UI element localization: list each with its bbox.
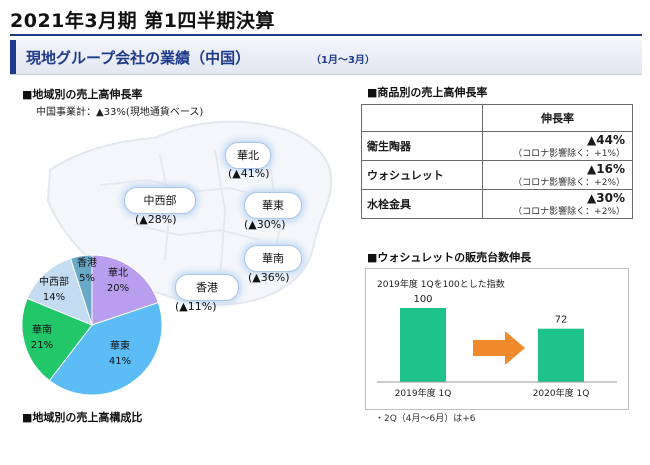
washlet-bar-chart: 2019年度 1Qを100とした指数 100 2019年度 1Q 72 2020年度 …	[377, 278, 617, 399]
bar-category-label: 2019年度 1Q	[395, 387, 452, 399]
product-growth-title: ■商品別の売上高伸長率	[367, 86, 488, 99]
pie-label-central-west: 中西部 14%	[39, 277, 69, 303]
table-header-rate: 伸長率	[482, 104, 633, 132]
bar-0	[400, 308, 446, 382]
decline-arrow-icon	[473, 331, 525, 365]
region-growth-central-west: (▲28%)	[135, 213, 177, 226]
pie-slice-2	[21, 297, 93, 382]
table-header-empty	[361, 104, 483, 132]
banner-accent	[10, 40, 16, 74]
pie-label-huanan: 華南 21%	[30, 325, 54, 351]
table-row: 水栓金具 ▲30% （コロナ影響除く：+2%）	[361, 189, 633, 219]
pie-slice-4	[69, 254, 93, 326]
product-rate: ▲30%	[587, 190, 625, 205]
region-label-hongkong: 香港	[175, 274, 239, 301]
banner-period: （1月～3月）	[311, 55, 375, 66]
product-rate: ▲44%	[587, 132, 625, 147]
product-name: ウォシュレット	[361, 160, 483, 190]
region-composition-pie	[21, 254, 163, 396]
region-composition-title: ■地域別の売上高構成比	[22, 411, 143, 424]
product-rate-note: （コロナ影響除く：+2%）	[513, 206, 625, 217]
pie-slice-1	[48, 301, 163, 396]
region-growth-title: ■地域別の売上高伸長率	[22, 88, 143, 101]
product-rate-cell: ▲30% （コロナ影響除く：+2%）	[482, 189, 633, 219]
section-banner	[10, 40, 642, 75]
pie-label-hongkong: 香港 5%	[77, 258, 97, 284]
region-label-huabei: 華北	[225, 142, 271, 169]
bar-value-label: 72	[555, 315, 568, 326]
banner-title: 現地グループ会社の業績（中国）	[26, 49, 251, 67]
region-label-huanan: 華南	[244, 245, 302, 272]
pie-label-huadong: 華東 41%	[108, 341, 132, 367]
bar-category-label: 2020年度 1Q	[533, 387, 590, 399]
title-divider	[10, 34, 642, 36]
bar-value-label: 100	[413, 294, 432, 305]
product-rate-cell: ▲44% （コロナ影響除く：+1%）	[482, 131, 633, 161]
region-growth-hongkong: (▲11%)	[175, 300, 217, 313]
region-label-huadong: 華東	[244, 192, 302, 219]
table-row: 衛生陶器 ▲44% （コロナ影響除く：+1%）	[361, 131, 633, 161]
product-rate-note: （コロナ影響除く：+2%）	[513, 177, 625, 188]
product-rate-note: （コロナ影響除く：+1%）	[513, 148, 625, 159]
pie-label-huabei: 華北 20%	[106, 268, 130, 294]
region-growth-huadong: (▲30%)	[244, 218, 286, 231]
product-name: 衛生陶器	[361, 131, 483, 161]
page-title: 2021年3月期 第1四半期決算	[10, 10, 275, 32]
region-label-central-west: 中西部	[124, 187, 196, 214]
product-rate: ▲16%	[587, 161, 625, 176]
region-growth-huanan: (▲36%)	[248, 271, 290, 284]
product-rate-cell: ▲16% （コロナ影響除く：+2%）	[482, 160, 633, 190]
china-total-subtitle: 中国事業計：▲33%(現地通貨ベース)	[36, 107, 204, 118]
chart-title: 2019年度 1Qを100とした指数	[377, 278, 505, 290]
table-row: ウォシュレット ▲16% （コロナ影響除く：+2%）	[361, 160, 633, 190]
region-growth-huabei: (▲41%)	[228, 167, 270, 180]
product-growth-table: 伸長率 衛生陶器 ▲44% （コロナ影響除く：+1%） ウォシュレット ▲16%…	[361, 104, 633, 219]
pie-slice-0	[91, 254, 159, 326]
washlet-footnote: ・2Q（4月～6月）は+6	[375, 414, 476, 424]
table-header-row: 伸長率	[361, 104, 633, 132]
bar-1	[538, 328, 584, 382]
product-name: 水栓金具	[361, 189, 483, 219]
washlet-sales-title: ■ウォシュレットの販売台数伸長	[367, 251, 532, 264]
